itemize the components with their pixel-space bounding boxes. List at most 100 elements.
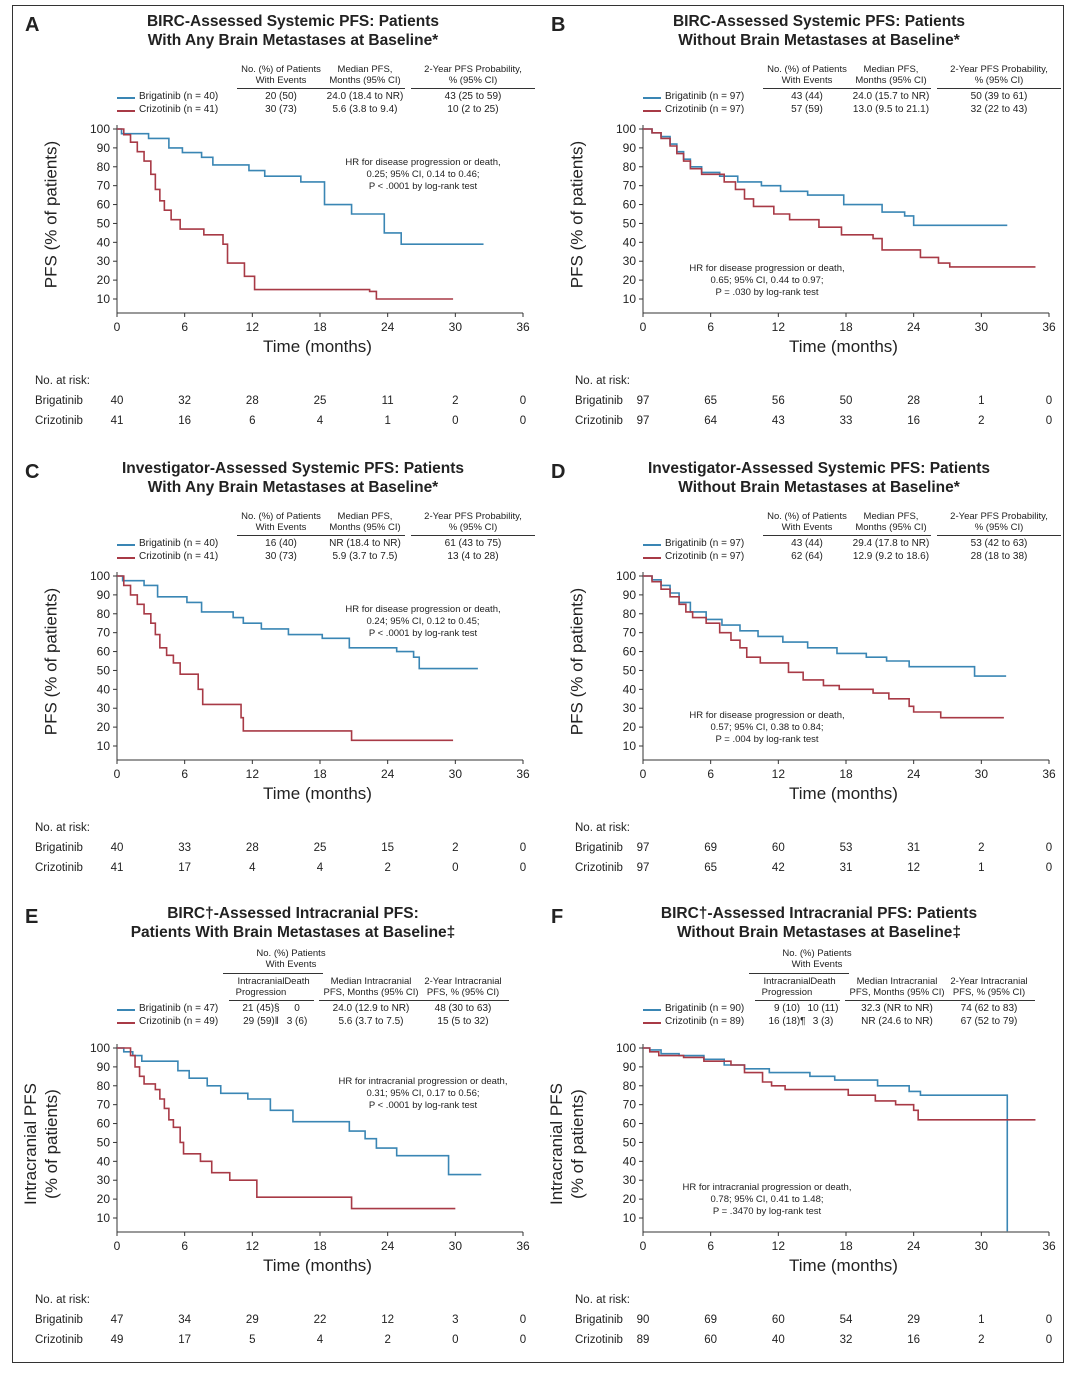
y-tick-label: 20 [97,273,111,287]
column-header: Median PFS, Months (95% CI) [855,511,927,533]
y-tick-label: 70 [97,1098,111,1112]
panel-letter: B [551,14,566,36]
panel-title: BIRC†-Assessed Intracranial PFS: Patients… [63,904,523,942]
column-header: Death [810,976,836,987]
x-tick-label: 18 [313,1239,327,1253]
km-plot: 10 20 30 40 50 60 70 80 90 100 0 6 12 18 24 30 36 [90,569,530,781]
km-curve-crizotinib [643,575,1004,719]
risk-value: 0 [519,395,527,407]
x-tick-label: 18 [839,320,853,334]
table-cell: 10 (11) [807,1003,839,1014]
y-tick-label: 50 [97,663,111,677]
y-tick-label: 60 [97,1117,111,1131]
group-header-rule [749,973,849,974]
table-cell: 12.9 (9.2 to 18.6) [852,551,930,562]
legend-line-brigatinib [643,1009,661,1011]
y-tick-label: 100 [616,1041,636,1055]
hr-line: HR for disease progression or death, [689,263,845,274]
km-curve-brigatinib [643,1047,1009,1232]
column-header: 2-Year PFS Probability, % (95% CI) [424,64,522,86]
risk-value: 40 [110,842,124,854]
x-tick-label: 12 [246,320,260,334]
column-header-rule [755,1000,819,1001]
risk-value: 69 [704,842,718,854]
y-tick-label: 90 [623,588,637,602]
y-tick-label: 50 [97,216,111,230]
x-tick-label: 24 [907,320,921,334]
table-cell: 3 (3) [812,1016,834,1027]
x-axis-label: Time (months) [789,337,898,356]
risk-value: 0 [519,1334,527,1343]
y-axis-label: PFS (% of patients) [41,140,61,289]
y-tick-label: 60 [623,645,637,659]
x-tick-label: 6 [181,767,188,781]
table-cell: 0 [294,1003,300,1014]
legend-label: Crizotinib (n = 97) [665,551,745,562]
column-header: Median Intracranial PFS, Months (95% CI) [323,976,419,998]
table-cell: 32.3 (NR to NR) [861,1003,933,1014]
risk-value: 54 [839,1314,853,1326]
hr-line: HR for disease progression or death, [345,157,501,168]
table-cell: 30 (73) [265,551,297,562]
risk-value: 60 [771,842,785,854]
y-tick-label: 10 [623,292,637,306]
risk-value: 12 [381,1314,395,1326]
column-header-rule [763,88,851,89]
y-tick-label: 10 [97,1211,111,1225]
y-tick-label: 40 [623,1154,637,1168]
y-tick-label: 90 [623,141,637,155]
column-header: 2-Year PFS Probability, % (95% CI) [424,511,522,533]
panel-title-line: With Any Brain Metastases at Baseline* [147,32,439,49]
risk-value: 53 [839,842,853,854]
y-tick-label: 50 [623,663,637,677]
legend-label: Brigatinib (n = 40) [139,91,219,102]
y-tick-label: 70 [97,626,111,640]
column-header-rule [411,535,535,536]
column-header: No. (%) of Patients With Events [241,64,321,86]
legend-line-crizotinib [643,557,661,559]
column-header-rule [229,1000,293,1001]
legend-label: Crizotinib (n = 41) [139,104,219,115]
x-tick-label: 6 [181,320,188,334]
y-tick-label: 80 [623,607,637,621]
risk-title: No. at risk: [35,1294,90,1306]
table-cell: 67 (52 to 79) [960,1016,1018,1027]
legend-line-crizotinib [117,557,135,559]
risk-value: 4 [316,415,324,427]
panel-letter: E [25,906,39,928]
panel-title-line: Investigator-Assessed Systemic PFS: Pati… [122,460,464,477]
x-tick-label: 6 [707,1239,714,1253]
risk-value: 31 [907,842,921,854]
hr-annotation: HR for disease progression or death, 0.57… [657,710,877,746]
table-cell: NR (24.6 to NR) [861,1016,933,1027]
hr-line: P = .3470 by log-rank test [712,1206,822,1217]
km-curve-crizotinib [643,128,1036,268]
table-cell: 3 (6) [286,1016,308,1027]
y-tick-label: 20 [623,273,637,287]
risk-value: 5 [249,1334,256,1343]
legend-label: Crizotinib (n = 97) [665,104,745,115]
risk-row-label: Crizotinib [575,415,623,427]
x-axis-label: Time (months) [263,1256,372,1275]
risk-row-label: Crizotinib [35,1334,83,1343]
y-tick-label: 10 [623,739,637,753]
table-cell: 43 (44) [791,91,823,102]
x-tick-label: 30 [449,1239,463,1253]
hr-line: HR for disease progression or death, [689,710,845,721]
y-tick-label: 90 [97,1060,111,1074]
km-curve-brigatinib [643,575,1007,677]
x-tick-label: 36 [516,1239,530,1253]
x-tick-label: 18 [839,1239,853,1253]
y-tick-label: 10 [97,739,111,753]
hr-line: 0.57; 95% CI, 0.38 to 0.84; [710,722,824,733]
risk-value: 16 [178,415,192,427]
y-tick-label: 70 [97,179,111,193]
y-tick-label: 20 [97,1192,111,1206]
x-tick-label: 0 [114,767,121,781]
panel-title-line: Without Brain Metastases at Baseline* [678,32,960,49]
panel-title-line: Patients With Brain Metastases at Baseli… [130,924,456,941]
risk-value: 40 [771,1334,785,1343]
y-tick-label: 80 [97,160,111,174]
column-header-rule [417,1000,509,1001]
risk-value: 2 [384,1334,391,1343]
